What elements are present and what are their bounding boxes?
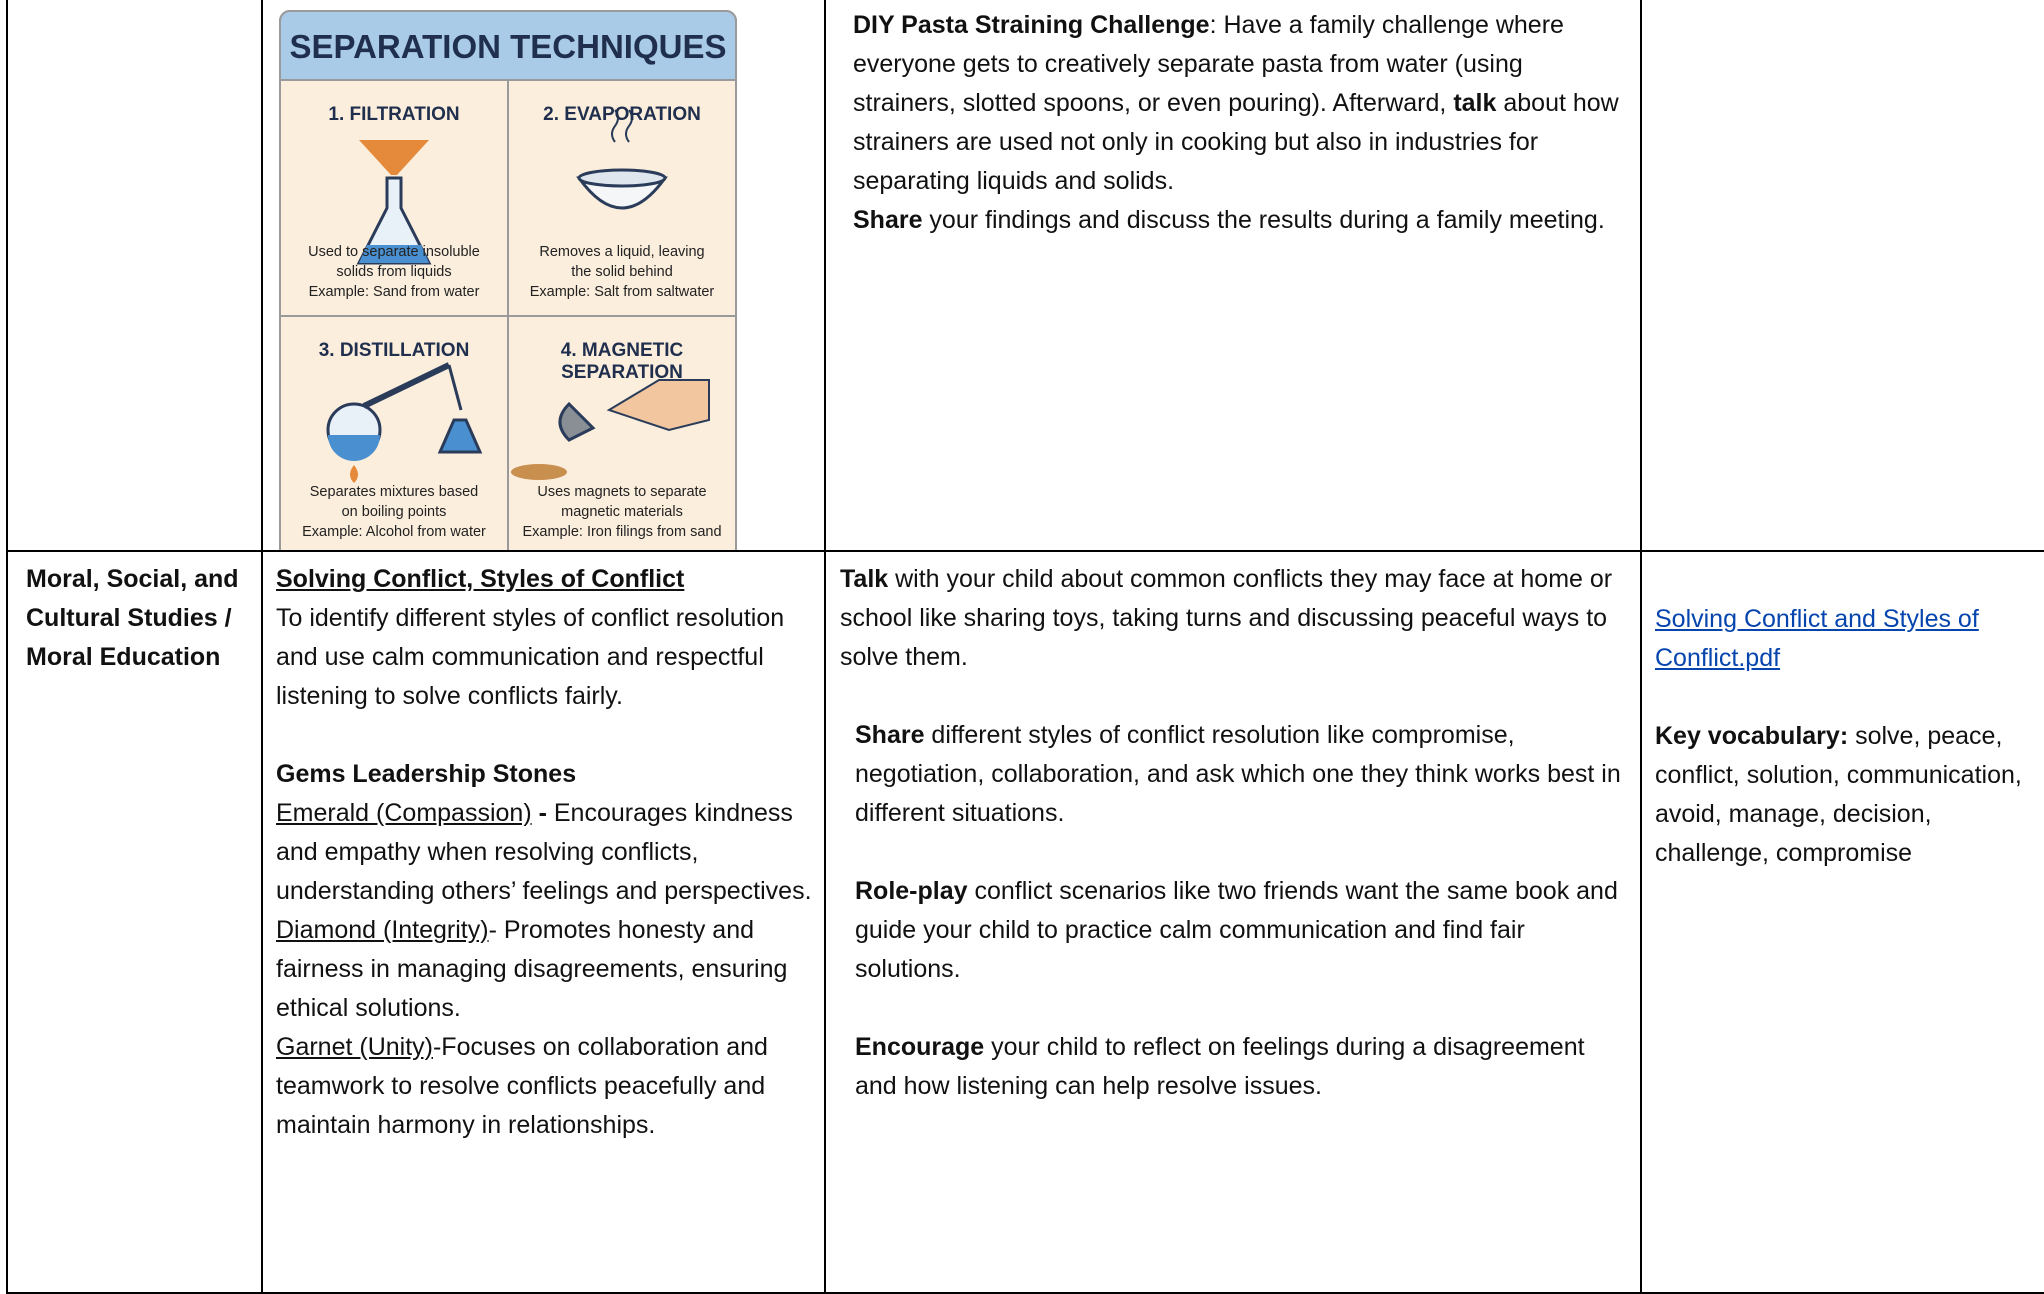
paragraph: Share different styles of conflict resol…: [855, 716, 1628, 833]
panel-caption: on boiling points: [342, 504, 447, 520]
subject: Moral, Social, and Cultural Studies / Mo…: [26, 565, 239, 671]
learning-cell: Solving Conflict, Styles of Conflict To i…: [261, 550, 826, 1294]
text: -: [531, 799, 547, 827]
paragraph: Share your findings and discuss the resu…: [853, 201, 1628, 240]
panel-heading: 1. FILTRATION: [328, 104, 459, 125]
title-band: [279, 10, 737, 81]
paragraph: Emerald (Compassion) - Encourages kindne…: [276, 794, 812, 911]
paragraph: Gems Leadership Stones: [276, 755, 812, 794]
text: with your child about common conflicts t…: [840, 565, 1613, 671]
text: Encourage: [855, 1033, 985, 1061]
text: Encourages kindness and empathy when res…: [276, 799, 812, 905]
paragraph: Solving Conflict and Styles of Conflict.…: [1655, 600, 2042, 678]
panel-heading: 4. MAGNETIC: [561, 340, 684, 361]
text: Share: [853, 206, 923, 234]
panel-caption: magnetic materials: [561, 504, 683, 520]
activity-cell: DIY Pasta Straining Challenge: Have a fa…: [824, 0, 1642, 552]
condenser: [362, 362, 451, 409]
panel-caption: the solid behind: [571, 264, 673, 280]
paragraph: Diamond (Integrity)- Promotes honesty an…: [276, 911, 812, 1028]
panel-heading: SEPARATION: [561, 362, 683, 383]
text: Garnet (Unity): [276, 1033, 433, 1061]
text: : Have a family challenge where everyone…: [853, 11, 1564, 117]
panel-caption: solids from liquids: [336, 264, 451, 280]
panel-caption: Example: Sand from water: [309, 284, 480, 300]
text: - Promotes honesty and fairness in manag…: [276, 916, 788, 1022]
panel-caption: Removes a liquid, leaving: [539, 244, 704, 260]
panel-caption: Used to separate insoluble: [308, 244, 480, 260]
text: -Focuses on collaboration and teamwork t…: [276, 1033, 768, 1139]
panel-caption: Example: Iron filings from sand: [522, 524, 721, 540]
text: Key vocabulary:: [1655, 722, 1849, 750]
text: To identify different styles of conflict…: [276, 604, 785, 710]
subject-cell: Moral, Social, and Cultural Studies / Mo…: [6, 550, 263, 1294]
paragraph: Role-play conflict scenarios like two fr…: [855, 872, 1628, 989]
text-block: Role-play conflict scenarios like two fr…: [840, 872, 1628, 989]
flame: [350, 465, 358, 483]
iron-filings: [511, 464, 567, 480]
paragraph: Talk with your child about common confli…: [840, 560, 1628, 677]
panel-heading: 2. EVAPORATION: [543, 104, 701, 125]
text: Share: [855, 721, 925, 749]
paragraph: DIY Pasta Straining Challenge: Have a fa…: [853, 6, 1628, 201]
text: DIY Pasta Straining Challenge: [853, 11, 1210, 39]
panel-caption: Separates mixtures based: [310, 484, 478, 500]
poster-title: SEPARATION TECHNIQUES: [290, 28, 727, 65]
text: talk: [1453, 89, 1497, 117]
paragraph: Encourage your child to reflect on feeli…: [855, 1028, 1628, 1106]
subject-cell: [6, 0, 263, 552]
beaker-icon: [437, 418, 483, 454]
paragraph: To identify different styles of conflict…: [276, 599, 812, 716]
text: about how strainers are used not only in…: [853, 89, 1619, 195]
panel-caption: Uses magnets to separate: [537, 484, 706, 500]
steam: [611, 109, 633, 143]
funnel-icon: [359, 140, 429, 175]
paragraph: Garnet (Unity)-Focuses on collaboration …: [276, 1028, 812, 1145]
flask-liquid: [328, 435, 380, 461]
row: SEPARATION TECHNIQUES 1. FILTRATION Used t…: [6, 0, 2044, 552]
activity-cell: Talk with your child about common confli…: [824, 550, 1642, 1294]
text: Gems Leadership Stones: [276, 760, 577, 788]
text: conflict scenarios like two friends want…: [855, 877, 1618, 983]
text: Solving Conflict, Styles of Conflict: [276, 565, 685, 593]
row: Moral, Social, and Cultural Studies / Mo…: [6, 550, 2044, 1294]
hand-icon: [606, 379, 710, 432]
text-block: Key vocabulary: solve, peace, conflict, …: [1655, 717, 2042, 873]
resources-cell: Solving Conflict and Styles of Conflict.…: [1640, 550, 2044, 1294]
text-block: Talk with your child about common confli…: [840, 560, 1628, 677]
bowl-rim: [577, 168, 667, 188]
paragraph: Solving Conflict, Styles of Conflict: [276, 560, 812, 599]
flask-liquid: [359, 245, 429, 263]
text-block: Gems Leadership Stones Emerald (Compassio…: [276, 755, 812, 1145]
text: solve, peace, conflict, solution, commun…: [1655, 722, 2022, 867]
text: Role-play: [855, 877, 968, 905]
text: your child to reflect on feelings during…: [855, 1033, 1585, 1100]
panel-caption: Example: Salt from saltwater: [530, 284, 715, 300]
link[interactable]: Solving Conflict and Styles of Conflict.…: [1655, 605, 1979, 672]
magnet-icon: [558, 401, 596, 442]
text-block: Encourage your child to reflect on feeli…: [840, 1028, 1628, 1106]
text: Emerald (Compassion): [276, 799, 532, 827]
text: Diamond (Integrity): [276, 916, 489, 944]
text: Talk: [840, 565, 889, 593]
paragraph: Key vocabulary: solve, peace, conflict, …: [1655, 717, 2042, 873]
resources-cell: [1640, 0, 2044, 552]
separation-infographic: SEPARATION TECHNIQUES 1. FILTRATION Used t…: [279, 10, 737, 550]
panel-heading: 3. DISTILLATION: [319, 340, 470, 361]
text-block: Share different styles of conflict resol…: [840, 716, 1628, 833]
panel-caption: Example: Alcohol from water: [302, 524, 486, 540]
text: your findings and discuss the results du…: [922, 206, 1605, 234]
text-block: Solving Conflict, Styles of Conflict To i…: [276, 560, 812, 716]
text-block: DIY Pasta Straining Challenge: Have a fa…: [853, 6, 1628, 240]
text: different styles of conflict resolution …: [855, 721, 1621, 827]
tube: [447, 364, 463, 411]
image-cell: SEPARATION TECHNIQUES 1. FILTRATION Used t…: [261, 0, 826, 552]
text-block: Solving Conflict and Styles of Conflict.…: [1655, 600, 2042, 678]
curriculum-table: SEPARATION TECHNIQUES 1. FILTRATION Used t…: [6, 0, 2044, 1294]
